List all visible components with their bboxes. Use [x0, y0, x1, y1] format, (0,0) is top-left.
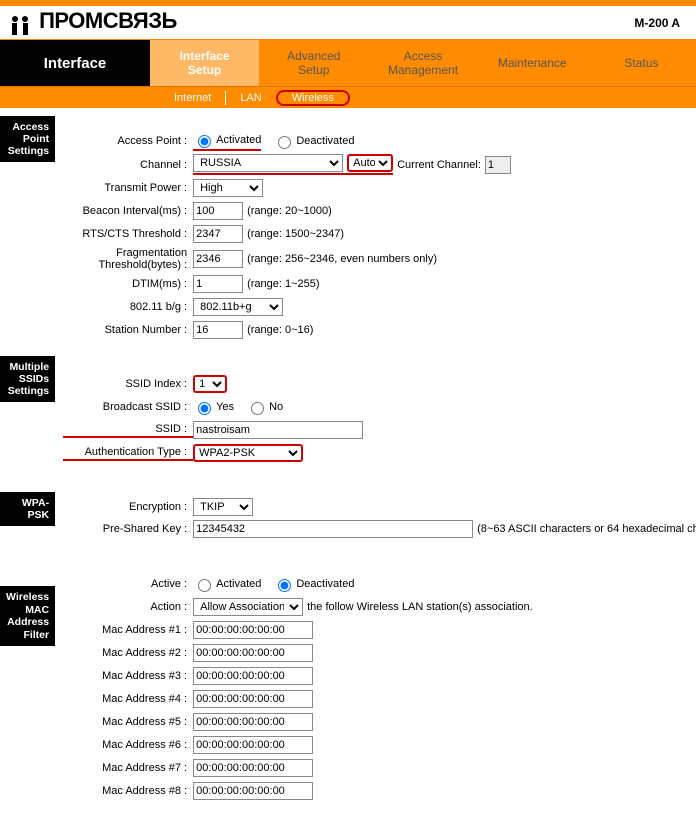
rts-hint: (range: 1500~2347): [247, 228, 344, 240]
mac-addr-1-label: Mac Address #1 :: [63, 624, 193, 636]
left-column: Access Point Settings Multiple SSIDs Set…: [0, 108, 55, 820]
mac-action-select[interactable]: Allow Association: [193, 598, 303, 616]
mac-addr-1-input[interactable]: [193, 621, 313, 639]
ssid-index-select[interactable]: 1: [193, 375, 227, 393]
ssid-input[interactable]: [193, 421, 363, 439]
header: ПРОМСВЯЗЬ M-200 A: [0, 6, 696, 40]
model-label: M-200 A: [634, 16, 680, 30]
tab-access-management[interactable]: Access Management: [368, 40, 477, 86]
psk-hint: (8~63 ASCII characters or 64 hexadecimal…: [477, 523, 696, 535]
mac-action-label: Action :: [63, 601, 193, 613]
beacon-input[interactable]: [193, 202, 243, 220]
form-content: Access Point : Activated Deactivated Cha…: [55, 108, 696, 820]
sub-nav: Internet LAN Wireless: [0, 86, 696, 108]
dtim-label: DTIM(ms) :: [63, 278, 193, 290]
ap-activated-radio[interactable]: Activated: [193, 132, 261, 151]
rts-label: RTS/CTS Threshold :: [63, 228, 193, 240]
mac-activated-radio[interactable]: Activated: [193, 576, 261, 592]
mac-addr-8-label: Mac Address #8 :: [63, 785, 193, 797]
mac-addr-2-label: Mac Address #2 :: [63, 647, 193, 659]
subnav-wireless[interactable]: Wireless: [276, 90, 350, 106]
brand-logo: ПРОМСВЯЗЬ: [8, 8, 177, 37]
dtim-hint: (range: 1~255): [247, 278, 319, 290]
access-point-label: Access Point :: [63, 135, 193, 147]
beacon-label: Beacon Interval(ms) :: [63, 205, 193, 217]
station-label: Station Number :: [63, 324, 193, 336]
section-mac: Wireless MAC Address Filter: [0, 586, 55, 646]
section-ssids: Multiple SSIDs Settings: [0, 356, 55, 402]
mac-addr-4-input[interactable]: [193, 690, 313, 708]
ap-deactivated-radio[interactable]: Deactivated: [273, 133, 354, 149]
tab-advanced-setup[interactable]: Advanced Setup: [259, 40, 368, 86]
brand-text: ПРОМСВЯЗЬ: [39, 8, 177, 33]
tab-status[interactable]: Status: [587, 40, 696, 86]
subnav-internet[interactable]: Internet: [160, 91, 225, 105]
section-wpa: WPA-PSK: [0, 492, 55, 526]
mac-action-hint: the follow Wireless LAN station(s) assoc…: [307, 601, 533, 613]
mac-addr-3-input[interactable]: [193, 667, 313, 685]
logo-icon: [8, 13, 32, 37]
psk-input[interactable]: [193, 520, 473, 538]
ssid-index-label: SSID Index :: [63, 378, 193, 390]
frag-input[interactable]: [193, 250, 243, 268]
mac-addr-3-label: Mac Address #3 :: [63, 670, 193, 682]
main-nav: Interface Interface Setup Advanced Setup…: [0, 40, 696, 86]
bcast-label: Broadcast SSID :: [63, 401, 193, 413]
tab-maintenance[interactable]: Maintenance: [478, 40, 587, 86]
mac-deactivated-radio[interactable]: Deactivated: [273, 576, 354, 592]
psk-label: Pre-Shared Key :: [63, 520, 193, 535]
tab-interface-setup[interactable]: Interface Setup: [150, 40, 259, 86]
auth-select[interactable]: WPA2-PSK: [193, 444, 303, 462]
bcast-no-radio[interactable]: No: [246, 399, 283, 415]
section-ap: Access Point Settings: [0, 116, 55, 162]
mac-addr-2-input[interactable]: [193, 644, 313, 662]
auth-label: Authentication Type :: [63, 446, 193, 461]
tx-power-select[interactable]: High: [193, 179, 263, 197]
current-channel-value: [485, 156, 511, 174]
mac-addr-7-input[interactable]: [193, 759, 313, 777]
mac-addr-8-input[interactable]: [193, 782, 313, 800]
mac-active-label: Active :: [63, 578, 193, 590]
rts-input[interactable]: [193, 225, 243, 243]
enc-label: Encryption :: [63, 501, 193, 513]
ssid-label: SSID :: [63, 423, 193, 438]
bg-select[interactable]: 802.11b+g: [193, 298, 283, 316]
mac-addr-7-label: Mac Address #7 :: [63, 762, 193, 774]
mac-addr-6-label: Mac Address #6 :: [63, 739, 193, 751]
station-input[interactable]: [193, 321, 243, 339]
bcast-yes-radio[interactable]: Yes: [193, 399, 234, 415]
tx-power-label: Transmit Power :: [63, 182, 193, 194]
mac-addr-5-input[interactable]: [193, 713, 313, 731]
beacon-hint: (range: 20~1000): [247, 205, 332, 217]
enc-select[interactable]: TKIP: [193, 498, 253, 516]
frag-hint: (range: 256~2346, even numbers only): [247, 253, 437, 265]
mac-addr-4-label: Mac Address #4 :: [63, 693, 193, 705]
station-hint: (range: 0~16): [247, 324, 313, 336]
channel-auto-select[interactable]: Auto: [347, 154, 393, 172]
frag-label: Fragmentation Threshold(bytes) :: [63, 247, 193, 271]
current-channel-label: Current Channel:: [397, 159, 481, 171]
bg-label: 802.11 b/g :: [63, 301, 193, 313]
channel-country-select[interactable]: RUSSIA: [193, 154, 343, 172]
mac-addr-5-label: Mac Address #5 :: [63, 716, 193, 728]
nav-selected: Interface: [0, 40, 150, 86]
subnav-lan[interactable]: LAN: [225, 91, 275, 105]
channel-label: Channel :: [63, 159, 193, 171]
mac-addr-6-input[interactable]: [193, 736, 313, 754]
dtim-input[interactable]: [193, 275, 243, 293]
